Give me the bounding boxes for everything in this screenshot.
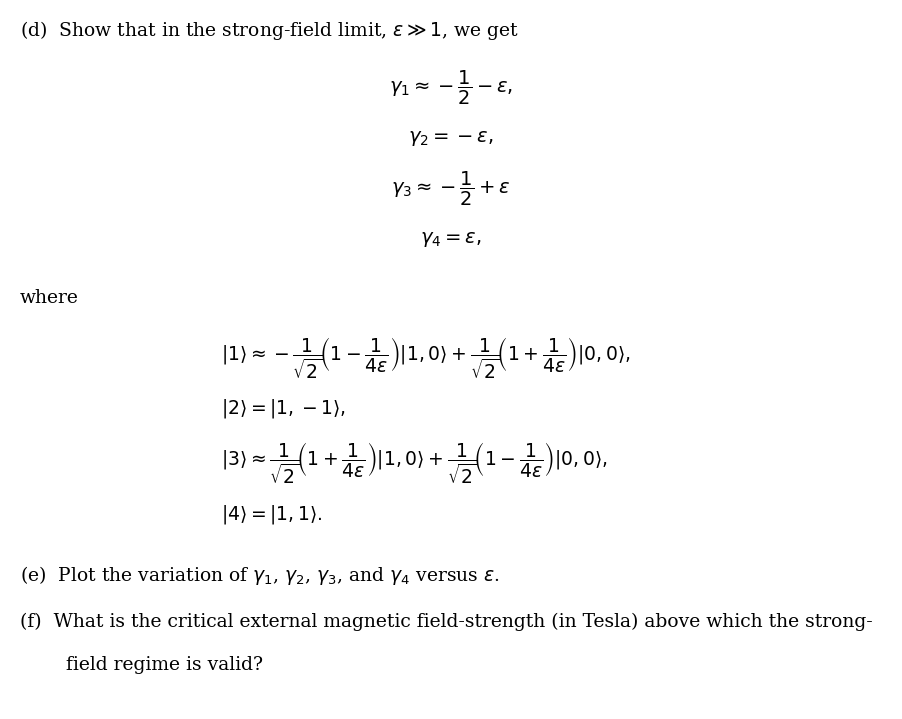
Text: (f)  What is the critical external magnetic field-strength (in Tesla) above whic: (f) What is the critical external magnet… [20,613,872,631]
Text: $\gamma_4 = \epsilon,$: $\gamma_4 = \epsilon,$ [420,230,482,249]
Text: $|4\rangle = |1, 1\rangle.$: $|4\rangle = |1, 1\rangle.$ [221,503,323,526]
Text: $\gamma_3 \approx -\dfrac{1}{2} + \epsilon$: $\gamma_3 \approx -\dfrac{1}{2} + \epsil… [391,170,511,208]
Text: field regime is valid?: field regime is valid? [66,656,262,674]
Text: where: where [20,289,78,308]
Text: $|1\rangle \approx -\dfrac{1}{\sqrt{2}}\!\left(1 - \dfrac{1}{4\epsilon}\right)|1: $|1\rangle \approx -\dfrac{1}{\sqrt{2}}\… [221,336,630,380]
Text: $|3\rangle \approx \dfrac{1}{\sqrt{2}}\!\left(1 + \dfrac{1}{4\epsilon}\right)|1,: $|3\rangle \approx \dfrac{1}{\sqrt{2}}\!… [221,441,608,486]
Text: (d)  Show that in the strong-field limit, $\epsilon \gg 1$, we get: (d) Show that in the strong-field limit,… [20,19,520,42]
Text: (e)  Plot the variation of $\gamma_1$, $\gamma_2$, $\gamma_3$, and $\gamma_4$ ve: (e) Plot the variation of $\gamma_1$, $\… [20,564,500,587]
Text: $|2\rangle = |1, -1\rangle,$: $|2\rangle = |1, -1\rangle,$ [221,397,345,420]
Text: $\gamma_2 = -\epsilon,$: $\gamma_2 = -\epsilon,$ [409,129,493,147]
Text: $\gamma_1 \approx -\dfrac{1}{2} - \epsilon,$: $\gamma_1 \approx -\dfrac{1}{2} - \epsil… [389,69,513,106]
